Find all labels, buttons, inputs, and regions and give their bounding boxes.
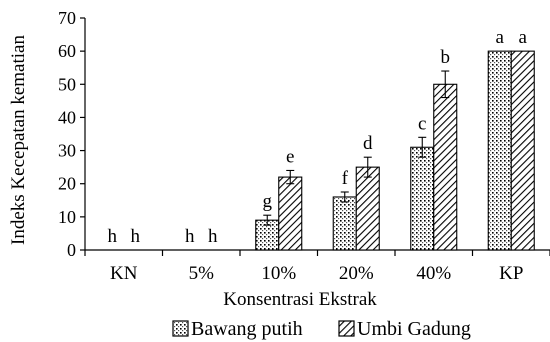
y-tick-label: 70 [58,8,76,28]
y-axis: 0 10 20 30 40 50 60 70 [58,8,86,260]
legend-swatch-bawang-putih [172,320,189,337]
bar [510,50,535,251]
x-category-label: 5% [189,263,215,284]
significance-label: h [208,226,218,247]
legend-label-bawang-putih: Bawang putih [191,318,303,340]
y-tick-label: 10 [58,207,76,227]
legend-label-umbi-gadung: Umbi Gadung [357,318,471,340]
significance-label: g [263,191,273,212]
bar [355,166,380,251]
x-category-label: 20% [339,263,374,284]
significance-label: c [418,113,426,134]
x-axis: KN 5% 10% 20% 40% KP [84,249,550,284]
x-category-label: 10% [261,263,296,284]
bar [278,176,303,251]
significance-label: h [185,226,195,247]
significance-label: a [519,27,528,48]
bar [433,83,458,251]
significance-label: h [131,226,141,247]
y-tick-label: 0 [67,240,76,260]
significance-label: f [342,168,349,189]
y-tick-label: 50 [58,74,76,94]
x-category-label: KP [499,263,523,284]
significance-label: e [286,146,294,167]
legend-swatch-umbi-gadung [338,320,355,337]
significance-label: h [108,226,118,247]
x-category-label: 40% [416,263,451,284]
error-bars [263,70,450,226]
y-axis-title: Indeks Kecepatan kematian [8,35,29,245]
bar [332,196,357,251]
significance-label: b [441,47,451,68]
y-tick-label: 40 [58,107,76,127]
x-axis-title: Konsentrasi Ekstrak [223,289,377,310]
y-tick-label: 20 [58,174,76,194]
bars [255,50,535,251]
significance-label: a [496,27,505,48]
y-tick-label: 60 [58,41,76,61]
y-tick-label: 30 [58,141,76,161]
significance-label: d [363,133,373,154]
bar [410,146,435,251]
legend: Bawang putih Umbi Gadung [172,318,471,340]
bar [487,50,512,251]
x-category-label: KN [110,263,138,284]
